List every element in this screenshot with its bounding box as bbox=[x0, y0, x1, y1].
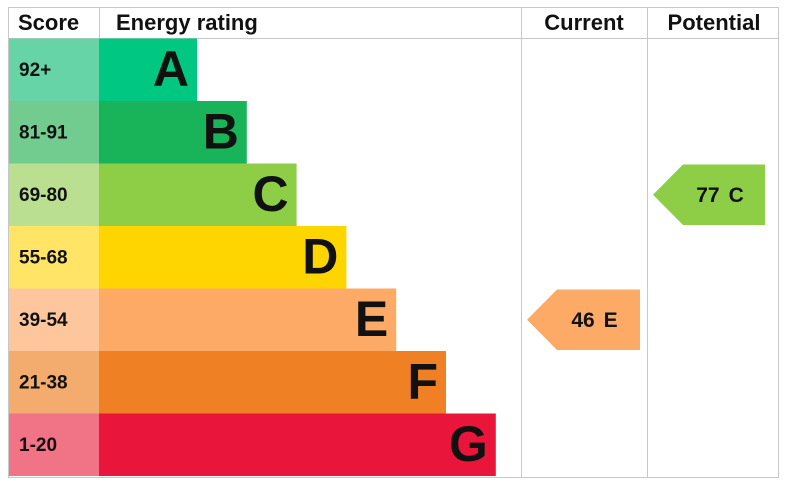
score-cell bbox=[9, 351, 99, 414]
score-cell bbox=[9, 288, 99, 351]
score-label: 1-20 bbox=[19, 435, 57, 456]
current-value: 46 bbox=[571, 308, 594, 331]
score-cell bbox=[9, 38, 99, 101]
rating-letter: F bbox=[407, 353, 438, 409]
score-label: 21-38 bbox=[19, 372, 68, 393]
rating-letter: C bbox=[252, 166, 288, 222]
rating-bar bbox=[99, 226, 347, 289]
rating-letter: G bbox=[449, 416, 488, 472]
score-cell bbox=[9, 101, 99, 164]
rating-bar bbox=[99, 351, 446, 414]
score-label: 55-68 bbox=[19, 247, 68, 268]
frame bbox=[8, 7, 779, 478]
rating-bar bbox=[99, 38, 197, 101]
rating-bar bbox=[99, 163, 297, 226]
current-arrow bbox=[527, 289, 640, 350]
rating-letter: B bbox=[203, 103, 239, 159]
rating-bar bbox=[99, 288, 397, 351]
rating-letter: A bbox=[153, 41, 189, 97]
score-label: 81-91 bbox=[19, 122, 68, 143]
header-current: Current bbox=[544, 10, 624, 35]
header-score: Score bbox=[18, 10, 79, 35]
potential-label: 77 C bbox=[696, 183, 744, 206]
score-cell bbox=[9, 226, 99, 289]
header-potential: Potential bbox=[668, 10, 761, 35]
rating-letter: E bbox=[355, 291, 388, 347]
score-label: 39-54 bbox=[19, 310, 68, 331]
score-label: 69-80 bbox=[19, 185, 68, 206]
current-rating: E bbox=[604, 308, 618, 331]
potential-value: 77 bbox=[696, 183, 719, 206]
rating-letter: D bbox=[302, 228, 338, 284]
header-energy-rating: Energy rating bbox=[116, 10, 258, 35]
score-label: 92+ bbox=[19, 60, 51, 81]
potential-rating: C bbox=[729, 183, 744, 206]
rating-bar bbox=[99, 101, 247, 164]
current-label: 46 E bbox=[571, 308, 617, 331]
score-cell bbox=[9, 413, 99, 476]
score-cell bbox=[9, 163, 99, 226]
potential-arrow bbox=[653, 164, 765, 225]
rating-bar bbox=[99, 413, 496, 476]
